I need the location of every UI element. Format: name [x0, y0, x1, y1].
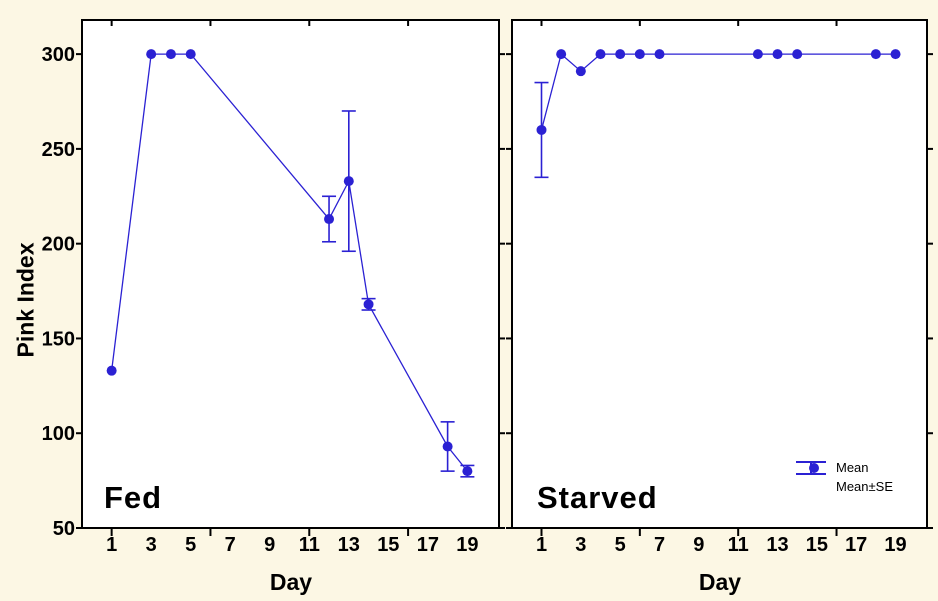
- y-tick-label: 50: [53, 518, 75, 540]
- x-tick-label: 17: [845, 534, 867, 556]
- legend: Mean Mean±SE: [794, 459, 893, 495]
- data-point-marker: [462, 466, 473, 477]
- data-point-marker: [890, 49, 901, 60]
- x-tick-label: 11: [728, 534, 749, 556]
- data-point-marker: [556, 49, 567, 60]
- x-tick-label: 1: [536, 534, 547, 556]
- y-axis-title: Pink Index: [12, 242, 39, 358]
- data-point-marker: [772, 49, 783, 60]
- data-point-marker: [165, 49, 176, 60]
- data-point-marker: [752, 49, 763, 60]
- data-point-marker: [792, 49, 803, 60]
- panel-label-starved: Starved: [537, 480, 658, 515]
- x-tick-label: 19: [456, 534, 478, 556]
- x-tick-label: 5: [615, 534, 626, 556]
- data-point-marker: [363, 299, 374, 310]
- y-tick-label: 300: [42, 44, 75, 66]
- y-tick-label: 250: [42, 139, 75, 161]
- x-tick-label: 13: [766, 534, 788, 556]
- x-tick-label: 11: [299, 534, 320, 556]
- data-point-marker: [654, 49, 665, 60]
- y-tick-label: 150: [42, 328, 75, 350]
- x-tick-label: 5: [185, 534, 196, 556]
- data-point-marker: [106, 365, 117, 376]
- y-tick-label: 100: [42, 423, 75, 445]
- legend-label-mean-se: Mean±SE: [836, 479, 893, 494]
- panel-frame-starved: [511, 19, 928, 529]
- x-tick-label: 19: [884, 534, 906, 556]
- panel-frame-fed: [81, 19, 500, 529]
- x-tick-label: 9: [693, 534, 704, 556]
- x-tick-label: 15: [377, 534, 399, 556]
- data-point-marker: [536, 124, 547, 135]
- x-tick-label: 7: [225, 534, 236, 556]
- x-tick-label: 9: [264, 534, 275, 556]
- data-point-marker: [595, 49, 606, 60]
- x-tick-label: 17: [417, 534, 439, 556]
- x-tick-label: 3: [146, 534, 157, 556]
- y-tick-label: 200: [42, 234, 75, 256]
- x-tick-label: 15: [806, 534, 828, 556]
- data-point-marker: [146, 49, 157, 60]
- data-point-marker: [634, 49, 645, 60]
- data-point-marker: [185, 49, 196, 60]
- legend-row-mean: Mean: [794, 459, 893, 476]
- x-tick-label: 3: [575, 534, 586, 556]
- x-tick-label: 1: [106, 534, 117, 556]
- data-point-marker: [615, 49, 626, 60]
- x-axis-title-fed-panel: Day: [269, 569, 313, 595]
- mean-dot-icon: [809, 462, 819, 473]
- x-tick-label: 13: [338, 534, 360, 556]
- data-point-marker: [575, 66, 586, 77]
- x-tick-label: 7: [654, 534, 665, 556]
- data-point-marker: [870, 49, 881, 60]
- legend-label-mean: Mean: [836, 460, 869, 475]
- x-axis-title-starved-panel: Day: [698, 569, 742, 595]
- panel-label-fed: Fed: [104, 480, 163, 515]
- legend-row-mean-se: Mean±SE: [794, 461, 893, 495]
- data-point-marker: [324, 214, 335, 225]
- data-point-marker: [442, 441, 453, 452]
- data-point-marker: [343, 176, 354, 187]
- mean-se-errorbar-icon: [796, 461, 826, 475]
